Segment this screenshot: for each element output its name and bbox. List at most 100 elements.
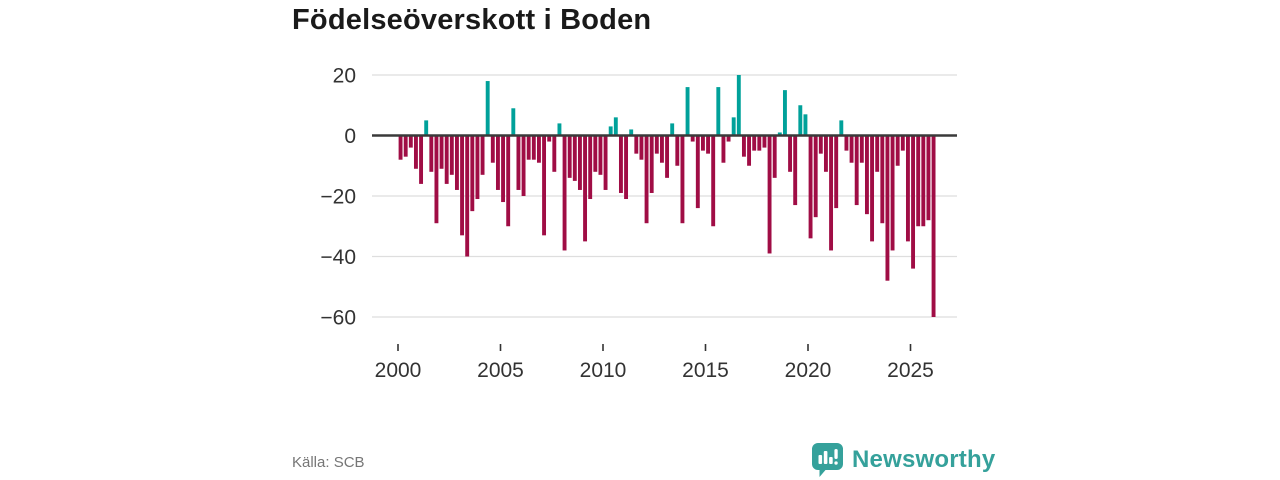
bar-2015Q1 [706, 135, 711, 154]
bar-2023Q4 [885, 135, 890, 281]
bar-2011Q2 [629, 129, 634, 136]
bar-2006Q3 [531, 135, 536, 160]
bar-2005Q2 [506, 135, 511, 227]
bar-2021Q1 [829, 135, 834, 251]
bar-2008Q2 [567, 135, 572, 178]
x-tick-label: 2010 [580, 359, 627, 382]
bar-2005Q4 [516, 135, 521, 190]
bar-2005Q1 [501, 135, 506, 203]
bar-2013Q3 [675, 135, 680, 166]
bar-2010Q2 [608, 126, 613, 136]
bar-2020Q1 [808, 135, 813, 239]
bar-2016Q3 [736, 75, 741, 136]
bar-2014Q4 [700, 135, 705, 151]
bar-2001Q3 [429, 135, 434, 172]
bar-2012Q4 [659, 135, 664, 163]
bar-2024Q1 [890, 135, 895, 251]
bar-2025Q4 [926, 135, 931, 221]
bar-2022Q3 [859, 135, 864, 163]
bar-2006Q2 [526, 135, 531, 160]
bar-2003Q2 [465, 135, 470, 257]
bar-2008Q1 [562, 135, 567, 251]
bar-2024Q2 [895, 135, 900, 166]
bar-2002Q3 [449, 135, 454, 175]
bar-2026Q1 [931, 135, 936, 317]
bar-2025Q2 [916, 135, 921, 227]
y-tick-label: 20 [333, 65, 356, 88]
chart-title: Födelseöverskott i Boden [292, 4, 652, 36]
bar-2021Q2 [834, 135, 839, 209]
bar-2009Q3 [593, 135, 598, 172]
bar-2022Q1 [849, 135, 854, 163]
bar-2001Q2 [424, 120, 429, 136]
x-tick-label: 2015 [682, 359, 729, 382]
y-tick-label: −40 [320, 246, 356, 269]
bar-2003Q3 [470, 135, 475, 212]
bar-2004Q4 [495, 135, 500, 190]
bar-2011Q3 [634, 135, 639, 154]
bar-2022Q2 [854, 135, 859, 206]
bar-2000Q1 [398, 135, 403, 160]
bar-2006Q4 [536, 135, 541, 163]
bar-2010Q4 [618, 135, 623, 193]
bar-2017Q1 [747, 135, 752, 166]
bar-2007Q1 [542, 135, 547, 236]
bar-2012Q3 [654, 135, 659, 154]
bar-2001Q4 [434, 135, 439, 224]
x-tick-label: 2025 [887, 359, 934, 382]
bar-2024Q3 [900, 135, 905, 151]
bar-2000Q2 [403, 135, 408, 157]
bar-2008Q3 [572, 135, 577, 181]
bar-2016Q4 [741, 135, 746, 157]
x-tick-label: 2020 [785, 359, 832, 382]
bar-2024Q4 [905, 135, 910, 242]
bar-2007Q3 [552, 135, 557, 172]
bar-2019Q3 [798, 105, 803, 136]
bar-2021Q3 [839, 120, 844, 136]
bar-2015Q4 [721, 135, 726, 163]
bar-2016Q2 [731, 117, 736, 136]
bar-2018Q2 [772, 135, 777, 178]
bar-2009Q4 [598, 135, 603, 175]
bar-2013Q4 [680, 135, 685, 224]
y-tick-label: −60 [320, 307, 356, 330]
bar-2021Q4 [844, 135, 849, 151]
newsworthy-icon [812, 443, 843, 477]
bar-2006Q1 [521, 135, 526, 196]
bar-2013Q1 [665, 135, 670, 178]
bar-2002Q2 [444, 135, 449, 184]
bar-2020Q2 [813, 135, 818, 218]
x-tick-label: 2005 [477, 359, 524, 382]
bar-2012Q2 [649, 135, 654, 193]
bar-2017Q2 [752, 135, 757, 151]
bar-2007Q4 [557, 123, 562, 136]
bar-2025Q1 [911, 135, 916, 269]
bar-2011Q1 [624, 135, 629, 200]
bar-2001Q1 [419, 135, 424, 184]
brand-name: Newsworthy [852, 446, 996, 473]
bar-2009Q2 [588, 135, 593, 200]
bar-2002Q1 [439, 135, 444, 169]
bar-2017Q3 [757, 135, 762, 151]
bar-2019Q1 [788, 135, 793, 172]
bar-2004Q2 [485, 81, 490, 136]
bar-2018Q3 [777, 132, 782, 136]
y-tick-label: −20 [320, 186, 356, 209]
bar-2013Q2 [670, 123, 675, 136]
x-tick-label: 2000 [375, 359, 422, 382]
bar-2019Q4 [803, 114, 808, 136]
bar-2023Q3 [880, 135, 885, 224]
bar-2009Q1 [583, 135, 588, 242]
bar-2014Q2 [690, 135, 695, 142]
bar-2015Q3 [716, 87, 721, 136]
bar-2015Q2 [711, 135, 716, 227]
bar-2010Q1 [603, 135, 608, 190]
bar-2025Q3 [921, 135, 926, 227]
bar-2007Q2 [547, 135, 552, 142]
bar-2018Q4 [782, 90, 787, 136]
bar-2012Q1 [644, 135, 649, 224]
bar-2016Q1 [726, 135, 731, 142]
bar-2020Q3 [818, 135, 823, 154]
